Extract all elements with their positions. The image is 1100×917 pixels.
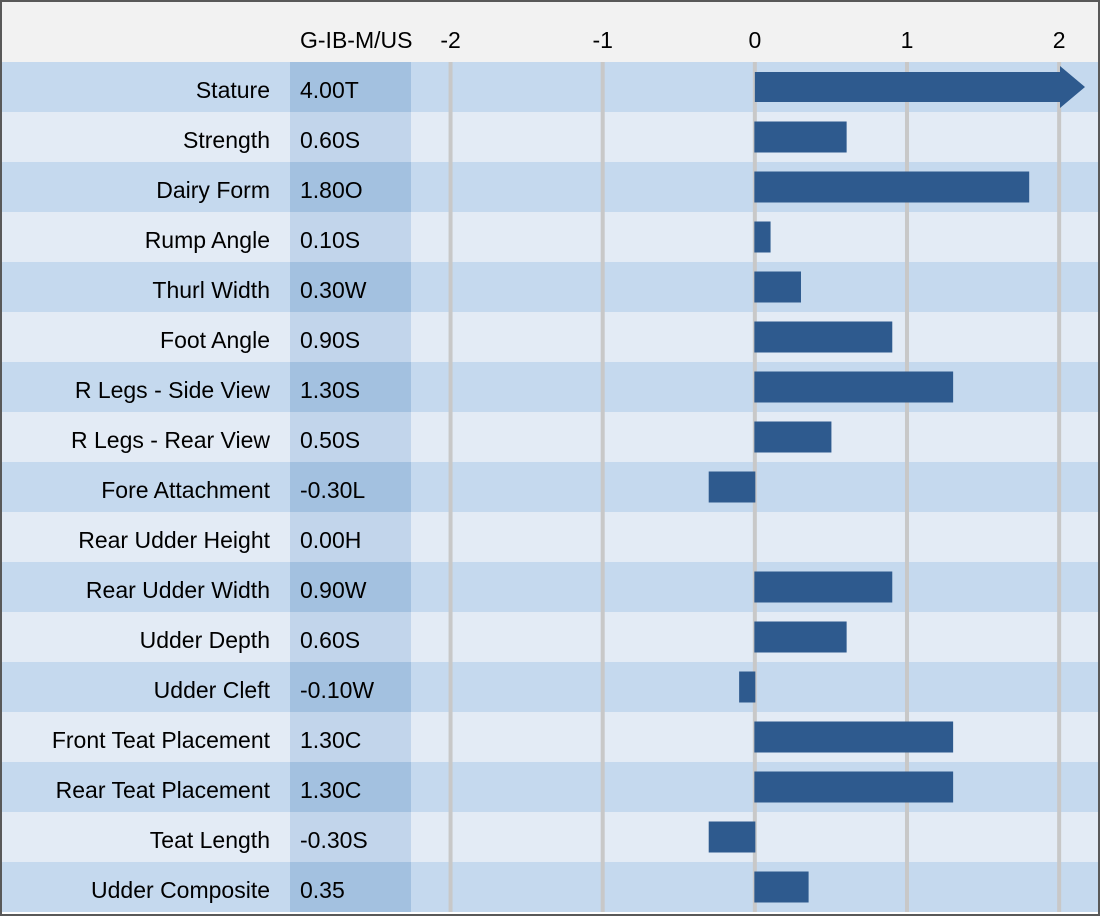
row-background	[0, 312, 1100, 362]
bar	[708, 471, 756, 503]
row-background	[0, 412, 1100, 462]
value-label: 0.90W	[300, 577, 367, 603]
value-cell	[290, 412, 411, 462]
category-label: Rump Angle	[145, 227, 270, 253]
value-cell	[290, 112, 411, 162]
value-cell	[290, 62, 411, 112]
value-cell	[290, 862, 411, 912]
value-label: 0.60S	[300, 127, 360, 153]
row-background	[0, 462, 1100, 512]
value-label: 0.30W	[300, 277, 367, 303]
category-label: Foot Angle	[160, 327, 270, 353]
value-label: -0.10W	[300, 677, 374, 703]
category-label: Udder Cleft	[154, 677, 271, 703]
category-label: Strength	[183, 127, 270, 153]
category-label: Teat Length	[150, 827, 270, 853]
category-label: Dairy Form	[156, 177, 270, 203]
value-label: 1.30S	[300, 377, 360, 403]
bar	[754, 721, 954, 753]
row-background	[0, 562, 1100, 612]
row-background	[0, 812, 1100, 862]
bar	[754, 321, 893, 353]
value-label: 1.80O	[300, 177, 363, 203]
value-label: 0.50S	[300, 427, 360, 453]
x-tick-label: 2	[1053, 27, 1066, 53]
row-background	[0, 262, 1100, 312]
value-cell	[290, 562, 411, 612]
value-cell	[290, 762, 411, 812]
value-label: 0.35	[300, 877, 345, 903]
value-cell	[290, 162, 411, 212]
bar	[754, 371, 954, 403]
row-background	[0, 612, 1100, 662]
category-label: Rear Teat Placement	[56, 777, 271, 803]
category-label: Fore Attachment	[101, 477, 270, 503]
value-cell	[290, 262, 411, 312]
bar	[754, 221, 771, 253]
category-label: Udder Composite	[91, 877, 270, 903]
x-tick-label: 0	[748, 27, 761, 53]
value-cell	[290, 212, 411, 262]
header-background	[0, 0, 1100, 62]
category-label: Udder Depth	[140, 627, 270, 653]
value-label: 0.10S	[300, 227, 360, 253]
category-label: Rear Udder Width	[86, 577, 270, 603]
value-cell	[290, 612, 411, 662]
value-cell	[290, 462, 411, 512]
value-label: -0.30S	[300, 827, 368, 853]
value-cell	[290, 362, 411, 412]
bar	[754, 421, 832, 453]
bar	[739, 671, 756, 703]
value-label: 0.60S	[300, 627, 360, 653]
bar	[754, 871, 809, 903]
bar	[754, 121, 847, 153]
bar	[754, 271, 801, 303]
bar	[754, 771, 954, 803]
row-background	[0, 212, 1100, 262]
column-header: G-IB-M/US	[300, 27, 412, 53]
value-label: 1.30C	[300, 777, 361, 803]
value-cell	[290, 312, 411, 362]
value-label: 1.30C	[300, 727, 361, 753]
category-label: Stature	[196, 77, 270, 103]
value-cell	[290, 662, 411, 712]
x-tick-label: -1	[592, 27, 612, 53]
bar	[708, 821, 756, 853]
bar	[754, 171, 1030, 203]
row-background	[0, 112, 1100, 162]
category-label: R Legs - Rear View	[71, 427, 270, 453]
category-label: Front Teat Placement	[52, 727, 271, 753]
x-tick-label: 1	[901, 27, 914, 53]
category-label: Rear Udder Height	[78, 527, 270, 553]
row-background	[0, 662, 1100, 712]
value-label: 0.90S	[300, 327, 360, 353]
row-background	[0, 862, 1100, 912]
value-cell	[290, 712, 411, 762]
category-label: Thurl Width	[152, 277, 270, 303]
value-label: 4.00T	[300, 77, 359, 103]
value-label: 0.00H	[300, 527, 361, 553]
bar	[754, 66, 1085, 108]
bar	[754, 621, 847, 653]
value-label: -0.30L	[300, 477, 365, 503]
bar	[754, 571, 893, 603]
category-label: R Legs - Side View	[75, 377, 271, 403]
value-cell	[290, 812, 411, 862]
value-cell	[290, 512, 411, 562]
x-tick-label: -2	[440, 27, 460, 53]
row-background	[0, 512, 1100, 562]
